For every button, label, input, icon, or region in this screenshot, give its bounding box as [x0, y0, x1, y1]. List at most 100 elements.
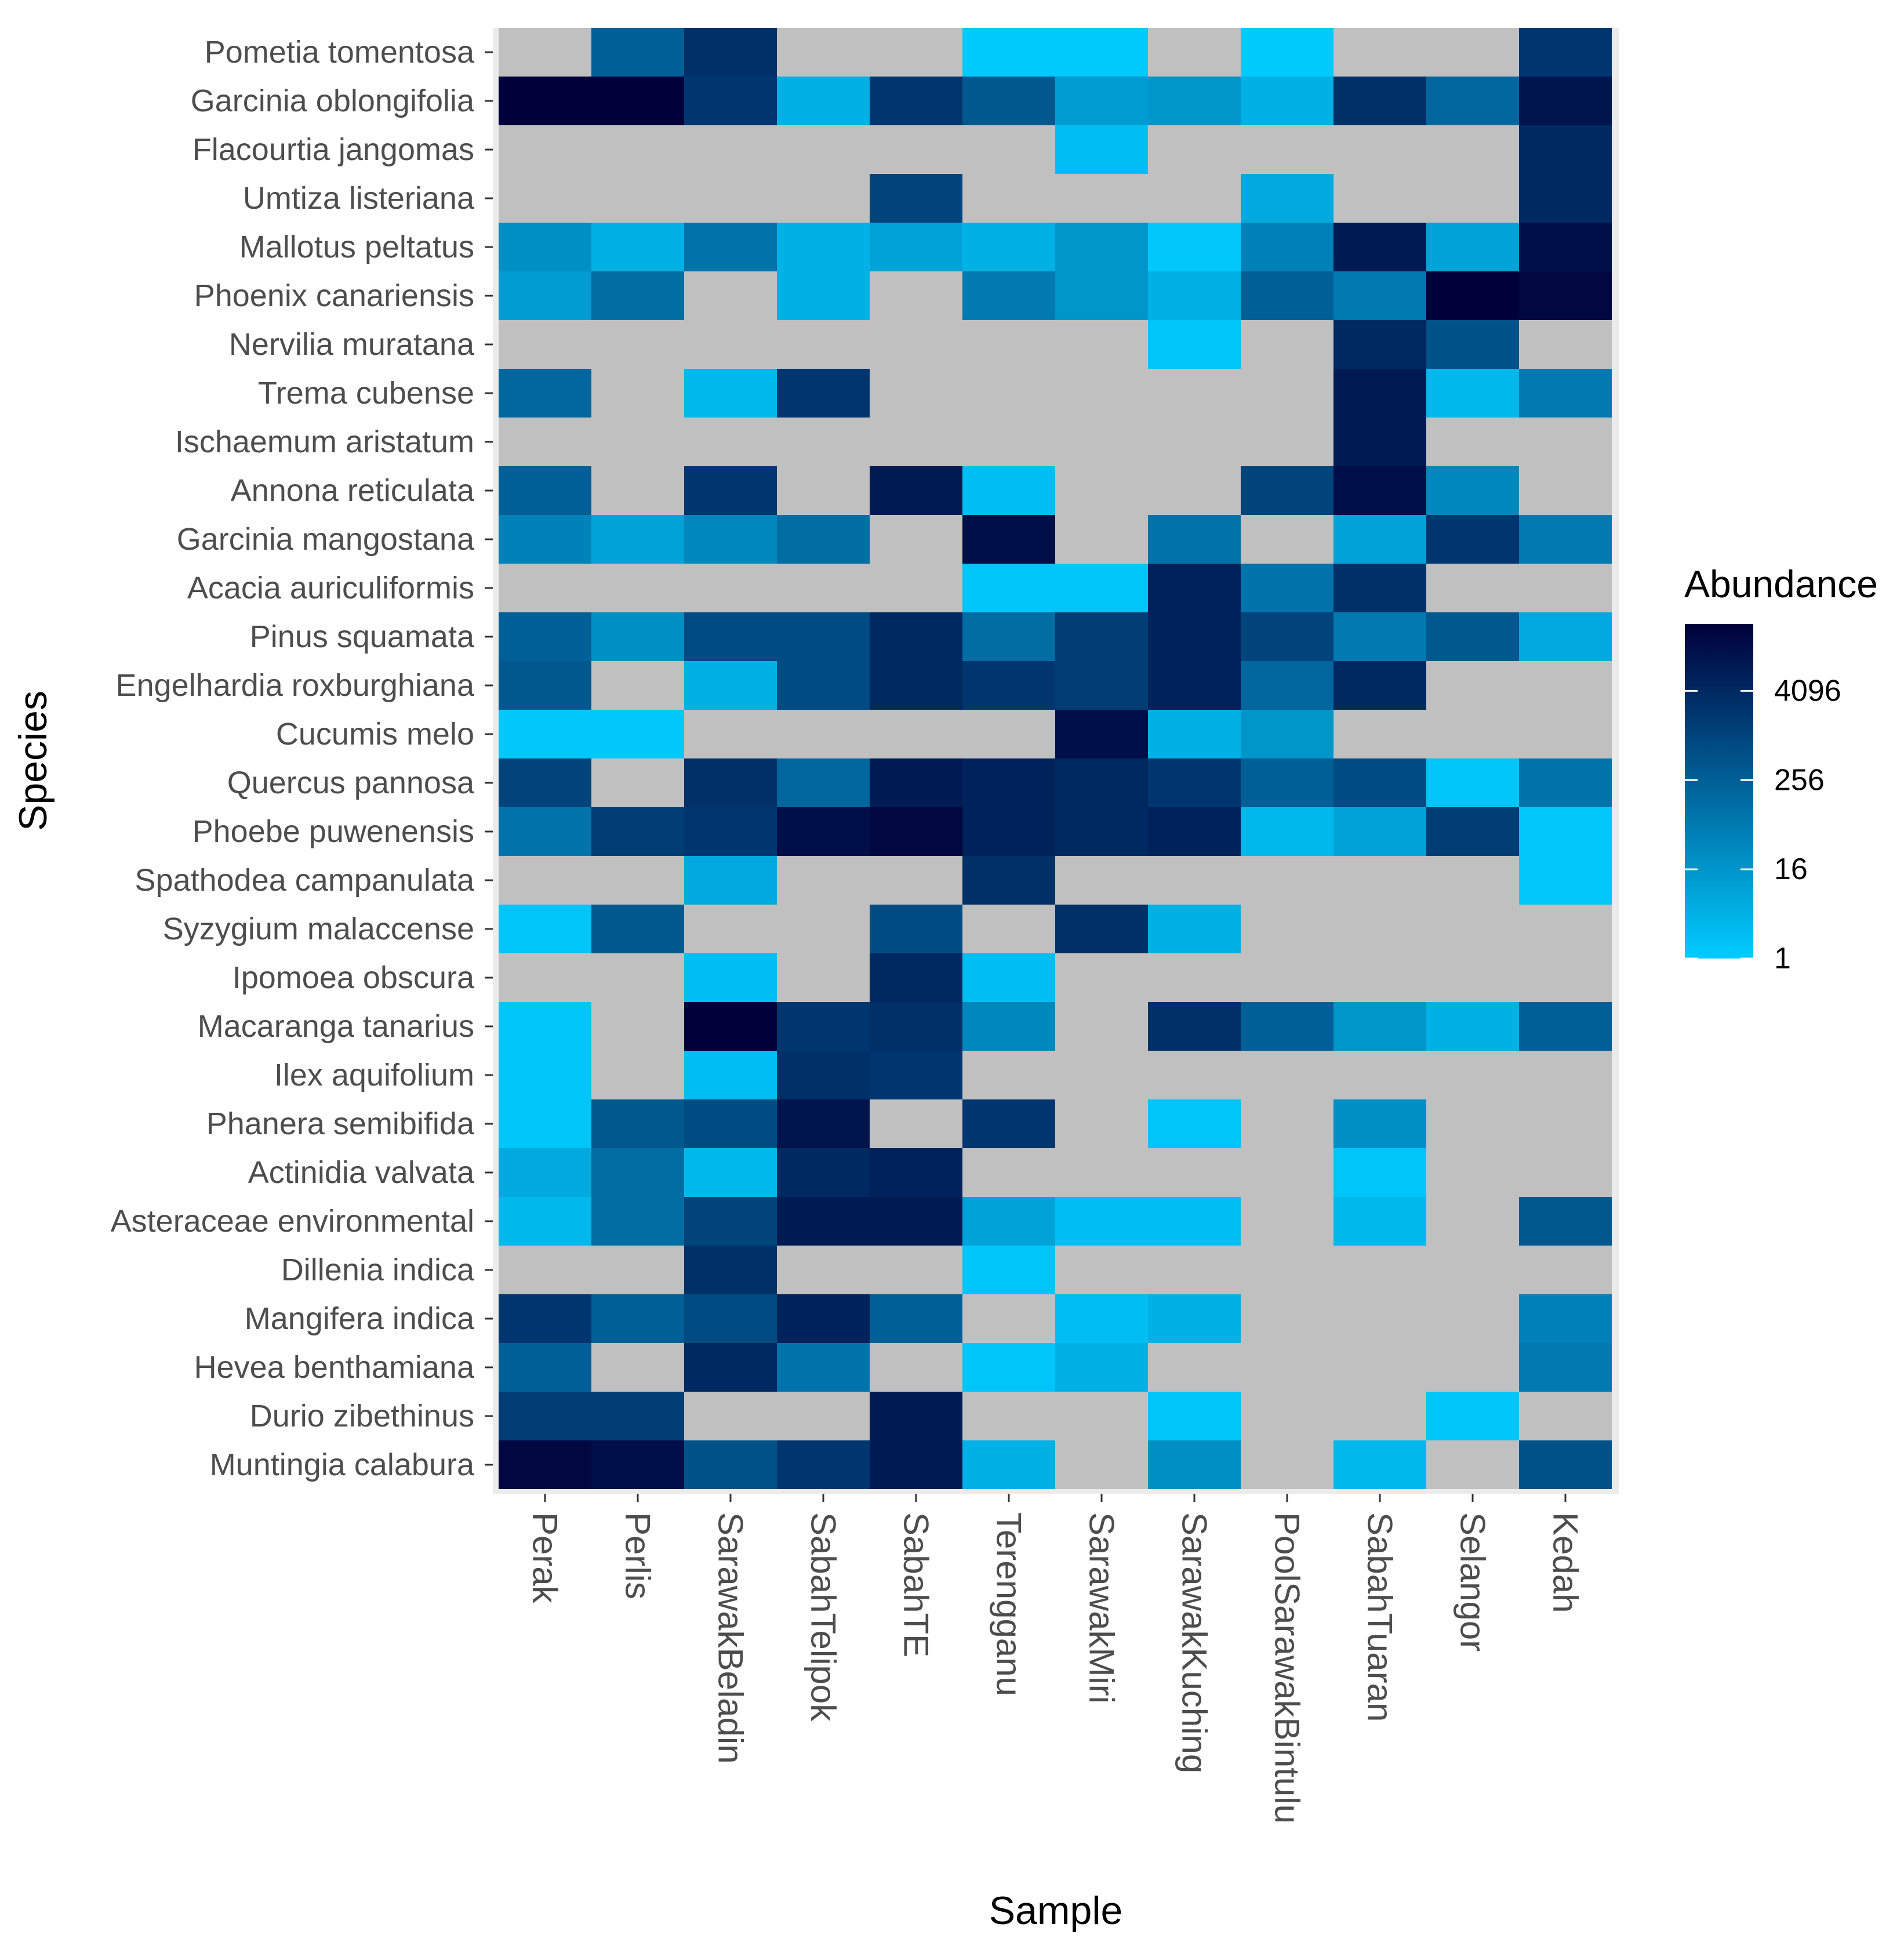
heatmap-cell	[1519, 758, 1612, 807]
heatmap-cell	[684, 466, 777, 515]
heatmap-cell	[777, 466, 870, 515]
heatmap-cell	[962, 710, 1055, 758]
heatmap-cell	[1333, 174, 1426, 223]
heatmap-cell	[591, 418, 684, 466]
heatmap-cell	[684, 320, 777, 369]
heatmap-cell	[684, 856, 777, 905]
x-axis-tick-labels: Perak Perlis SarawakBeladin SabahTelipok Sab…	[526, 1512, 1585, 1824]
heatmap-cell	[1241, 77, 1333, 125]
heatmap-cell	[499, 223, 591, 271]
heatmap-cell	[1519, 807, 1612, 856]
heatmap-cell	[499, 856, 591, 905]
x-axis-title: Sample	[989, 1889, 1123, 1933]
heatmap-cell	[777, 905, 870, 953]
heatmap-cell	[962, 1099, 1055, 1148]
heatmap-cell	[684, 174, 777, 223]
heatmap-cell	[1519, 1002, 1612, 1051]
heatmap-cell	[684, 418, 777, 466]
heatmap-cell	[1055, 1343, 1148, 1392]
heatmap-cell	[684, 1294, 777, 1343]
x-tick-label: SarawakBeladin	[711, 1512, 750, 1764]
heatmap-cell	[499, 1392, 591, 1440]
heatmap-cell	[1148, 1294, 1241, 1343]
heatmap-cell	[684, 1099, 777, 1148]
x-tick-label: PoolSarawakBintulu	[1268, 1512, 1307, 1824]
heatmap-cell	[1241, 515, 1333, 564]
heatmap-cell	[962, 1197, 1055, 1246]
heatmap-cell	[1519, 466, 1612, 515]
heatmap-cell	[870, 807, 962, 856]
heatmap-cell	[1055, 1440, 1148, 1489]
heatmap-cell	[1241, 1246, 1333, 1294]
heatmap-cell	[1148, 1051, 1241, 1099]
heatmap-cell	[1055, 1002, 1148, 1051]
y-tick-label: Spathodea campanulata	[135, 863, 475, 898]
heatmap-cell	[962, 515, 1055, 564]
heatmap-cell	[777, 758, 870, 807]
heatmap-cell	[499, 564, 591, 612]
heatmap-cell	[1519, 1343, 1612, 1392]
heatmap-cell	[870, 710, 962, 758]
heatmap-cell	[1148, 710, 1241, 758]
heatmap-cell	[1148, 1440, 1241, 1489]
heatmap-cell	[777, 174, 870, 223]
heatmap-cell	[962, 369, 1055, 418]
heatmap-cell	[1241, 223, 1333, 271]
heatmap-cell	[1333, 1343, 1426, 1392]
heatmap-cell	[1519, 418, 1612, 466]
heatmap-cell	[591, 28, 684, 77]
heatmap-cell	[1333, 271, 1426, 320]
legend-tick-label: 16	[1774, 852, 1808, 886]
heatmap-cell	[1148, 905, 1241, 953]
heatmap-cell	[1426, 953, 1519, 1002]
heatmap-cell	[1241, 320, 1333, 369]
heatmap-cell	[1426, 807, 1519, 856]
heatmap-cell	[684, 905, 777, 953]
heatmap-cell	[962, 1002, 1055, 1051]
heatmap-cell	[1241, 758, 1333, 807]
heatmap-cell	[870, 905, 962, 953]
y-tick-label: Garcinia oblongifolia	[191, 84, 475, 118]
heatmap-cell	[1241, 1294, 1333, 1343]
heatmap-cell	[962, 905, 1055, 953]
heatmap-cell	[1426, 369, 1519, 418]
heatmap-cell	[1148, 1148, 1241, 1197]
heatmap-cell	[1241, 856, 1333, 905]
heatmap-cell	[962, 807, 1055, 856]
x-tick-label: Perlis	[619, 1512, 657, 1599]
heatmap-cell	[962, 1294, 1055, 1343]
heatmap-cell	[1333, 856, 1426, 905]
heatmap-cell	[1055, 1099, 1148, 1148]
heatmap-cell	[1055, 1294, 1148, 1343]
heatmap-cell	[591, 1343, 684, 1392]
heatmap-cell	[1519, 1294, 1612, 1343]
heatmap-cell	[1333, 1246, 1426, 1294]
heatmap-cell	[499, 807, 591, 856]
heatmap-cell	[591, 125, 684, 174]
y-tick-label: Acacia auriculiformis	[187, 571, 474, 605]
heatmap-cell	[591, 710, 684, 758]
heatmap-cell	[1426, 1197, 1519, 1246]
heatmap-cell	[1426, 77, 1519, 125]
heatmap-cell	[1055, 564, 1148, 612]
y-tick-label: Ilex aquifolium	[274, 1058, 474, 1092]
heatmap-cell	[777, 1197, 870, 1246]
heatmap-cell	[499, 1051, 591, 1099]
heatmap-cell	[1241, 418, 1333, 466]
heatmap-cell	[591, 1440, 684, 1489]
heatmap-cell	[1426, 661, 1519, 710]
heatmap-cell	[1241, 661, 1333, 710]
legend-colorbar	[1685, 624, 1753, 959]
heatmap-cell	[1519, 710, 1612, 758]
heatmap-cell	[1148, 612, 1241, 661]
heatmap-cell	[1333, 710, 1426, 758]
heatmap-cell	[870, 953, 962, 1002]
heatmap-cell	[1333, 1440, 1426, 1489]
heatmap-cell	[1241, 564, 1333, 612]
heatmap-cell	[684, 1440, 777, 1489]
heatmap-cell	[591, 1051, 684, 1099]
heatmap-cell	[1333, 1051, 1426, 1099]
heatmap-cell	[684, 1392, 777, 1440]
heatmap-cell	[684, 710, 777, 758]
y-tick-label: Ischaemum aristatum	[175, 424, 474, 459]
